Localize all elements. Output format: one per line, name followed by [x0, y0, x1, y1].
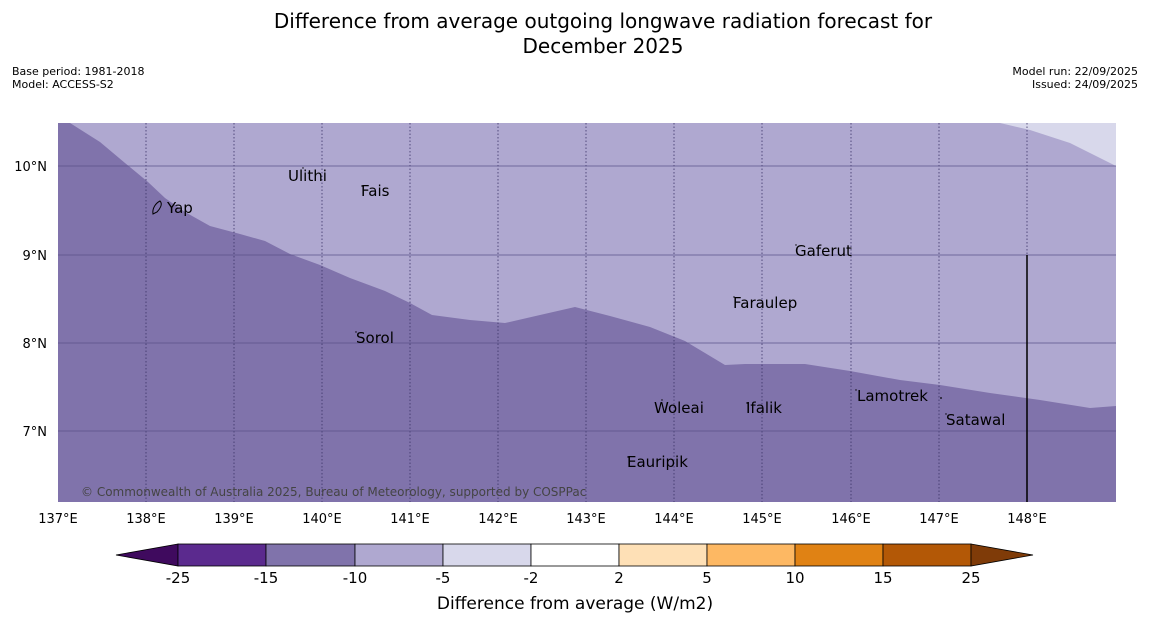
- longitude-label: 141°E: [390, 512, 430, 527]
- island-marker: [355, 331, 357, 333]
- model-run: Model run: 22/09/2025: [1012, 65, 1138, 78]
- model-name: Model: ACCESS-S2: [12, 78, 114, 91]
- colorbar-segment: [442, 543, 532, 567]
- place-label: Faraulep: [733, 294, 797, 312]
- colorbar-segment: [794, 543, 884, 567]
- longitude-label: 144°E: [654, 512, 694, 527]
- place-label: Sorol: [356, 329, 394, 347]
- longitude-label: 145°E: [742, 512, 782, 527]
- place-labels: Ulithi Fais Yap Gaferut Faraulep Sorol Lamotre…: [166, 167, 1005, 471]
- colorbar-tick-label: 5: [702, 569, 712, 587]
- meta-left: Base period: 1981-2018 Model: ACCESS-S2: [12, 65, 144, 91]
- place-label: Eauripik: [627, 453, 688, 471]
- island-marker: [627, 456, 629, 458]
- island-marker: [940, 397, 942, 399]
- place-label: Gaferut: [795, 242, 852, 260]
- graticule: [58, 123, 1116, 502]
- colorbar: [115, 543, 1034, 567]
- latitude-label: 9°N: [23, 249, 48, 264]
- colorbar-tick-label: 10: [785, 569, 805, 587]
- latitude-label: 10°N: [14, 160, 47, 175]
- place-label: Lamotrek: [857, 387, 928, 405]
- longitude-label: 148°E: [1007, 512, 1047, 527]
- issued-date: Issued: 24/09/2025: [1031, 78, 1138, 91]
- place-label: Woleai: [654, 399, 704, 417]
- colorbar-title: Difference from average (W/m2): [436, 594, 714, 614]
- colorbar-segment: [177, 543, 267, 567]
- island-marker: [661, 399, 663, 401]
- longitude-label: 143°E: [566, 512, 606, 527]
- title-line-1: Difference from average outgoing longwav…: [273, 9, 933, 33]
- latitude-tick-labels: 10°N 9°N 8°N 7°N: [14, 160, 47, 440]
- map-panel: Ulithi Fais Yap Gaferut Faraulep Sorol Lamotre…: [58, 123, 1116, 502]
- place-label: Ifalik: [746, 399, 782, 417]
- island-marker: [795, 244, 797, 246]
- colorbar-segment: [618, 543, 708, 567]
- longitude-label: 138°E: [126, 512, 166, 527]
- island-marker: [361, 185, 363, 187]
- colorbar-tick-label: -25: [165, 569, 191, 587]
- longitude-tick-labels: 137°E 138°E 139°E 140°E 141°E 142°E 143°E 144°E…: [38, 512, 1047, 527]
- place-label: Yap: [166, 199, 193, 217]
- base-period: Base period: 1981-2018: [12, 65, 145, 78]
- place-label: Fais: [361, 182, 390, 200]
- colorbar-tick-label: -2: [523, 569, 539, 587]
- longitude-label: 139°E: [214, 512, 254, 527]
- colorbar-segment: [706, 543, 796, 567]
- colorbar-segment: [265, 543, 356, 567]
- place-label: Ulithi: [288, 167, 327, 185]
- colorbar-tick-label: 2: [614, 569, 624, 587]
- band-minus5-minus2: [1000, 123, 1116, 166]
- colorbar-extend-high: [970, 543, 1034, 567]
- colorbar-segment: [882, 543, 972, 567]
- longitude-label: 147°E: [919, 512, 959, 527]
- chart-title: Difference from average outgoing longwav…: [0, 9, 1150, 59]
- colorbar-tick-label: -5: [435, 569, 451, 587]
- place-label: Satawal: [946, 411, 1005, 429]
- copyright-text: © Commonwealth of Australia 2025, Bureau…: [81, 485, 586, 499]
- title-line-2: December 2025: [522, 34, 684, 58]
- island-marker: [733, 296, 735, 298]
- latitude-label: 8°N: [23, 337, 48, 352]
- longitude-label: 142°E: [478, 512, 518, 527]
- colorbar-segment: [530, 543, 620, 567]
- longitude-label: 146°E: [831, 512, 871, 527]
- colorbar-extend-low: [115, 543, 179, 567]
- colorbar-tick-label: -15: [253, 569, 279, 587]
- meta-right: Model run: 22/09/2025 Issued: 24/09/2025: [1012, 65, 1138, 91]
- island-marker: [302, 167, 304, 169]
- longitude-label: 137°E: [38, 512, 78, 527]
- colorbar-segment: [354, 543, 444, 567]
- island-marker: [855, 389, 857, 391]
- colorbar-tick-label: 15: [873, 569, 893, 587]
- longitude-label: 140°E: [302, 512, 342, 527]
- yap-island-outline: [152, 200, 162, 215]
- latitude-label: 7°N: [23, 425, 48, 440]
- band-minus15-minus10: [58, 123, 1116, 502]
- island-marker: [945, 413, 947, 415]
- colorbar-tick-label: -10: [342, 569, 368, 587]
- colorbar-tick-label: 25: [961, 569, 981, 587]
- island-marker: [746, 402, 748, 404]
